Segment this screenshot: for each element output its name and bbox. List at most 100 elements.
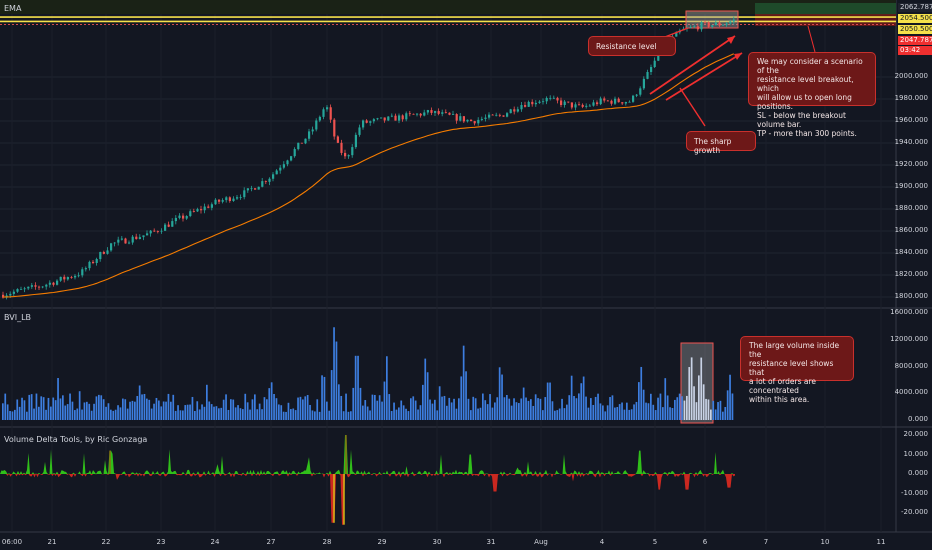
candle-body xyxy=(578,104,581,106)
trend-arrow-upper xyxy=(649,35,736,95)
candle-body xyxy=(653,60,656,68)
volume-bar xyxy=(350,411,352,420)
volume-bar xyxy=(14,409,16,420)
volume-bar xyxy=(40,396,43,420)
candle-body xyxy=(498,114,501,116)
candle-body xyxy=(639,88,642,95)
candle-body xyxy=(74,275,77,278)
price-tag-countdown: 03:42 xyxy=(898,46,932,55)
volume-bar xyxy=(467,398,470,420)
delta-tick-label: -10.000 xyxy=(900,488,928,497)
volume-bar xyxy=(640,366,643,420)
price-tick-label: 1940.000 xyxy=(894,138,928,146)
candle-body xyxy=(236,197,239,199)
volume-bar xyxy=(4,393,7,420)
volume-bar xyxy=(714,409,717,420)
volume-bar xyxy=(304,396,307,420)
ema-line xyxy=(2,53,735,298)
candle-body xyxy=(113,242,116,244)
candle-body xyxy=(333,119,336,137)
volume-bar xyxy=(731,393,734,420)
volume-bar xyxy=(366,406,369,420)
volume-bar xyxy=(388,394,391,420)
candle-body xyxy=(246,188,249,191)
candle-body xyxy=(398,115,401,121)
volume-bar xyxy=(227,409,230,420)
volume-bar xyxy=(618,404,621,420)
volume-bar xyxy=(54,400,57,420)
candle-body xyxy=(693,26,696,28)
volume-bar xyxy=(429,399,431,420)
price-tag-top: 2062.787 xyxy=(898,3,932,12)
candle-body xyxy=(470,119,473,122)
volume-bar xyxy=(110,409,112,420)
volume-bar xyxy=(546,382,549,420)
resistance-level-label: Resistance level xyxy=(588,36,676,56)
volume-bar xyxy=(122,398,124,420)
volume-bar xyxy=(503,397,506,420)
volume-bar xyxy=(30,394,33,420)
candle-body xyxy=(243,190,246,198)
volume-bar xyxy=(88,403,91,420)
candle-body xyxy=(488,114,491,118)
time-tick-label: 30 xyxy=(432,538,442,546)
volume-bar xyxy=(352,387,355,420)
candle-body xyxy=(282,164,285,168)
candle-body xyxy=(390,115,393,117)
volume-bar xyxy=(275,398,278,420)
candle-body xyxy=(585,105,588,107)
time-tick-label: 24 xyxy=(210,538,220,546)
volume-bar xyxy=(35,393,38,420)
volume-bar xyxy=(210,404,213,420)
candle-body xyxy=(221,200,224,202)
price-tag-last: 2047.787 xyxy=(898,36,932,45)
volume-bar xyxy=(542,410,544,420)
volume-bar xyxy=(26,411,28,420)
volume-bar xyxy=(83,402,86,420)
candle-body xyxy=(257,186,260,190)
candle-body xyxy=(574,104,577,108)
price-tag-resistance-upper: 2054.500 xyxy=(898,14,932,23)
volume-bar xyxy=(719,400,722,420)
volume-bar xyxy=(117,405,119,420)
volume-bar xyxy=(549,382,551,420)
volume-bar xyxy=(381,401,383,420)
volume-bar xyxy=(292,408,295,420)
candle-body xyxy=(711,25,714,27)
candle-body xyxy=(426,110,429,113)
volume-bar xyxy=(6,404,9,420)
candle-body xyxy=(560,100,563,105)
volume-bar xyxy=(621,402,623,420)
volume-bar xyxy=(455,408,458,420)
candle-body xyxy=(365,120,368,123)
volume-bar xyxy=(69,393,71,420)
candle-body xyxy=(696,26,699,30)
volume-bar xyxy=(578,393,580,420)
volume-bar xyxy=(191,396,194,420)
volume-bar xyxy=(431,403,434,420)
candle-body xyxy=(23,288,26,290)
volume-bar xyxy=(90,410,93,420)
candle-body xyxy=(502,115,505,117)
volume-bar xyxy=(698,375,700,420)
candle-body xyxy=(218,199,221,202)
candle-body xyxy=(477,119,480,124)
volume-tick-label: 8000.000 xyxy=(894,361,928,370)
volume-pane-title: BVI_LB xyxy=(4,313,32,322)
volume-bar xyxy=(642,389,645,420)
volume-bar xyxy=(230,399,232,420)
candle-body xyxy=(621,102,624,104)
candle-body xyxy=(239,197,242,198)
volume-bar xyxy=(182,410,184,420)
candle-body xyxy=(124,238,127,244)
volume-bar xyxy=(597,393,599,420)
volume-bar xyxy=(558,408,561,420)
volume-bar xyxy=(50,406,52,420)
candle-body xyxy=(606,100,609,102)
volume-bar xyxy=(102,399,105,420)
candle-body xyxy=(722,24,725,26)
volume-bar xyxy=(203,406,206,420)
volume-bar xyxy=(522,387,525,420)
candle-body xyxy=(581,104,584,107)
volume-bar xyxy=(479,407,482,420)
